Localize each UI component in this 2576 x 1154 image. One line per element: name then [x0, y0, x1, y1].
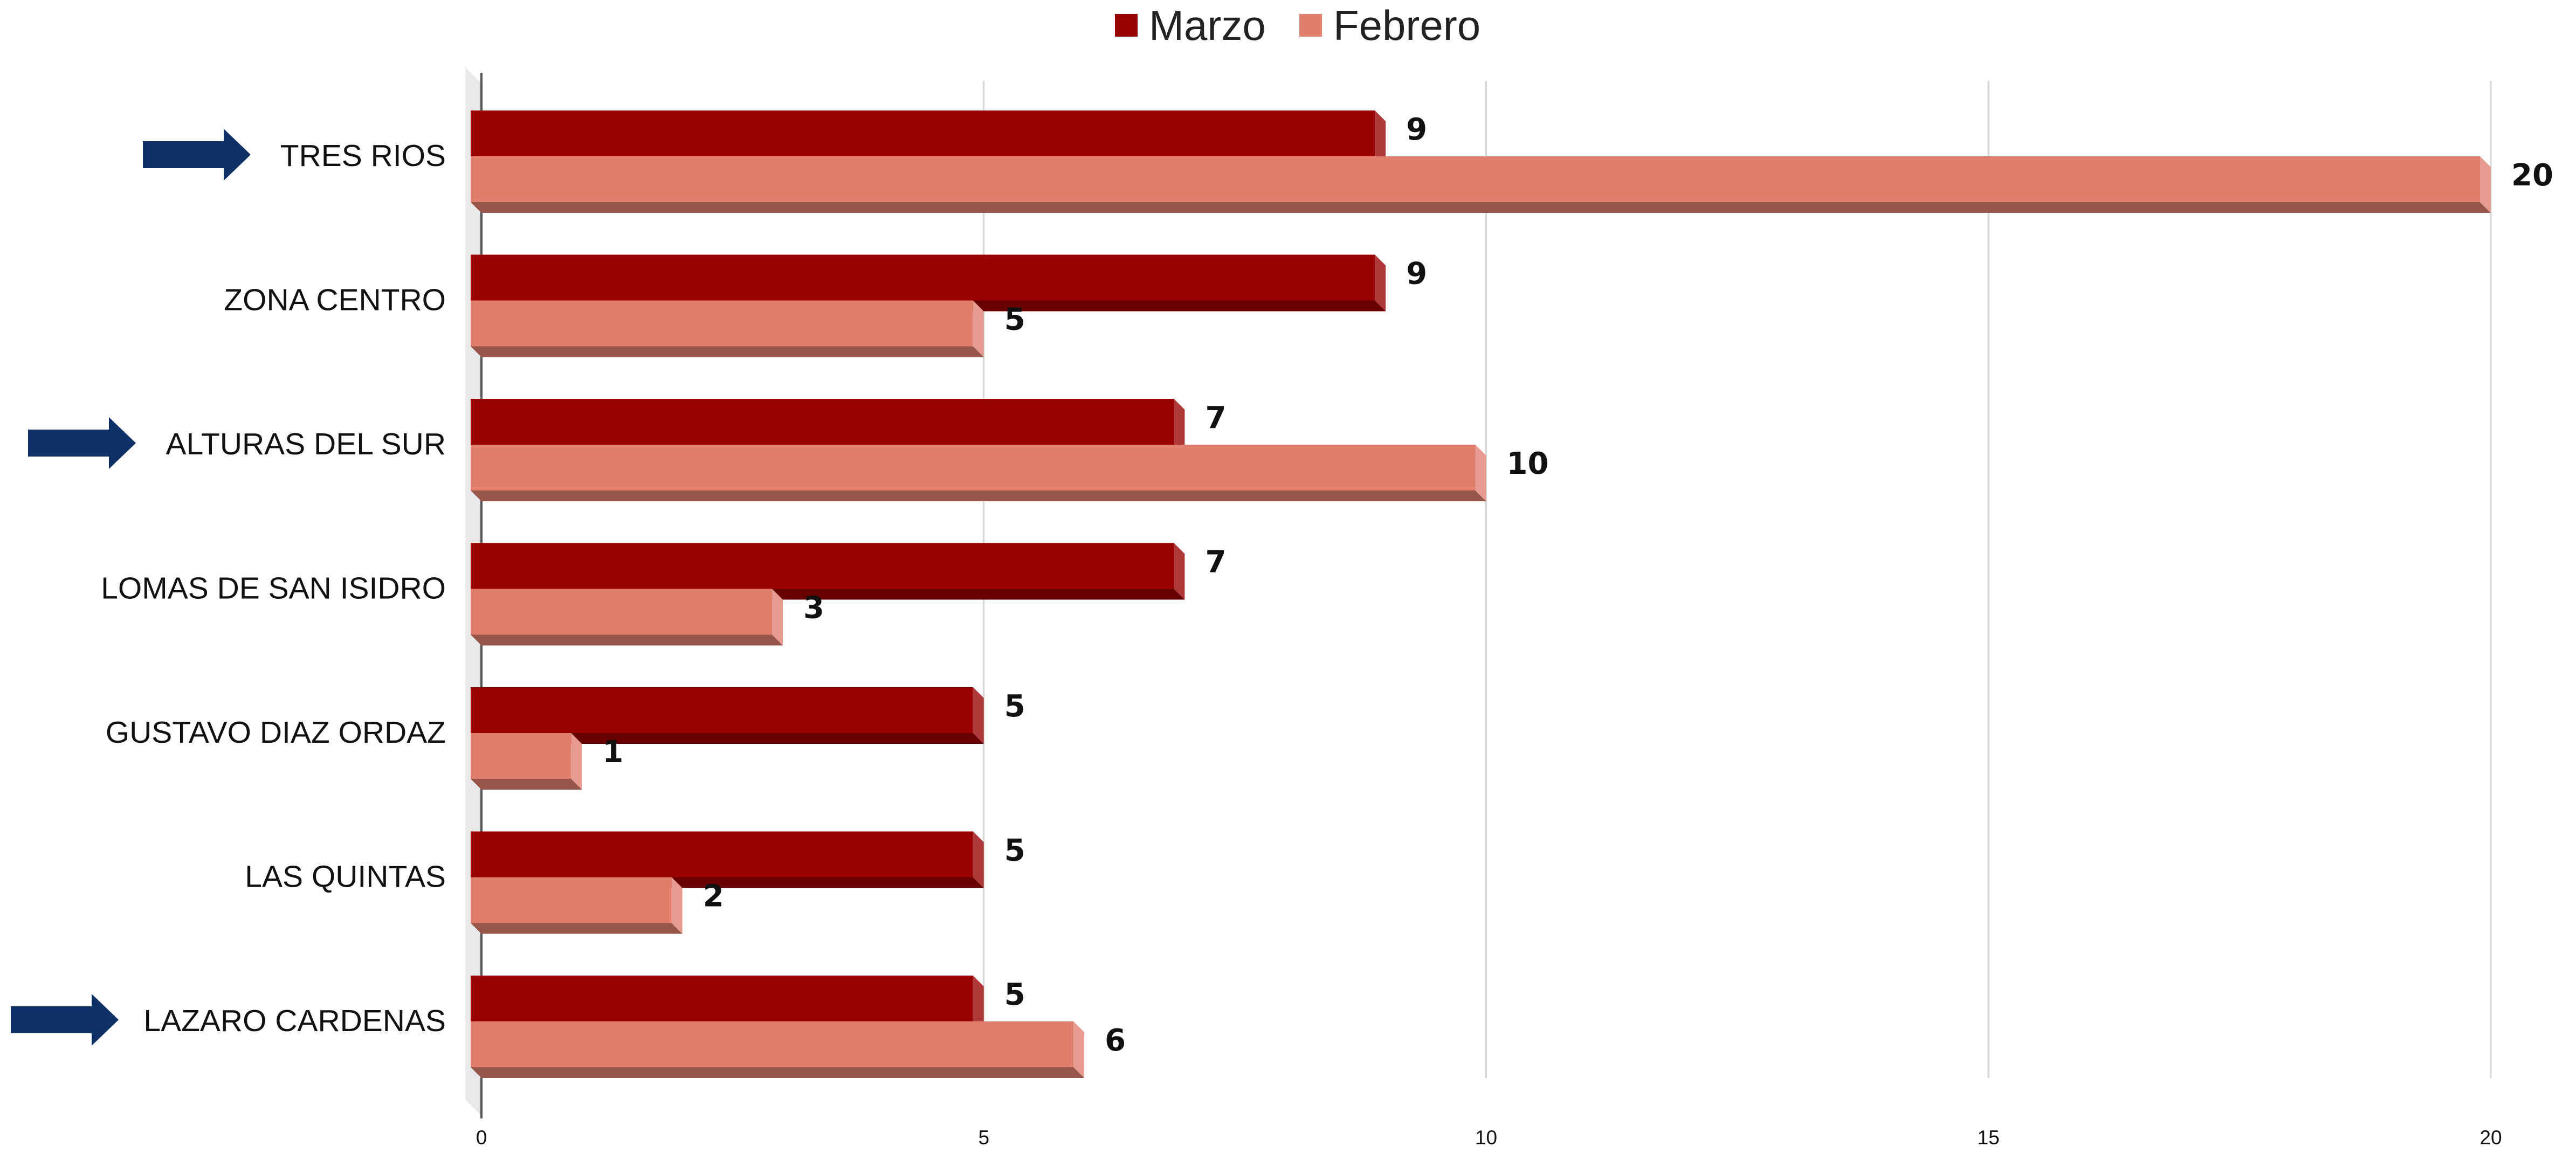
category-label-1: ZONA CENTRO — [224, 283, 446, 317]
bar-1-1 — [471, 300, 984, 357]
x-tick-label-1: 5 — [978, 1127, 989, 1149]
bar-0-4 — [471, 687, 984, 744]
category-labels: TRES RIOS ZONA CENTRO ALTURAS DEL SUR LOMAS… — [101, 139, 446, 1038]
data-label-1-5: 2 — [703, 879, 724, 914]
data-label-0-1: 9 — [1406, 257, 1427, 292]
legend-label-0: Marzo — [1149, 2, 1266, 49]
category-label-4: GUSTAVO DIAZ ORDAZ — [106, 715, 446, 750]
data-label-0-0: 9 — [1406, 112, 1427, 147]
bar-1-4 — [471, 733, 582, 790]
data-label-0-4: 5 — [1004, 689, 1025, 724]
data-label-1-1: 5 — [1004, 302, 1025, 337]
x-tick-labels: 0 5 10 15 20 — [476, 1127, 2502, 1149]
data-label-1-6: 6 — [1105, 1023, 1126, 1058]
data-label-0-5: 5 — [1004, 833, 1025, 868]
x-tick-label-4: 20 — [2479, 1127, 2502, 1149]
bar-1-2 — [471, 445, 1486, 501]
data-label-0-3: 7 — [1205, 545, 1226, 580]
category-label-3: LOMAS DE SAN ISIDRO — [101, 571, 446, 606]
data-label-1-2: 10 — [1507, 446, 1549, 481]
bars — [471, 110, 2491, 1078]
legend-label-1: Febrero — [1333, 2, 1480, 49]
legend-swatch-0 — [1115, 14, 1138, 37]
category-label-2: ALTURAS DEL SUR — [166, 427, 446, 461]
bar-1-3 — [471, 589, 783, 646]
bar-1-0 — [471, 156, 2491, 213]
arrow-right-icon — [143, 129, 251, 181]
arrow-right-icon — [28, 417, 136, 469]
data-label-0-2: 7 — [1205, 400, 1226, 436]
data-label-1-0: 20 — [2511, 158, 2553, 193]
data-label-0-6: 5 — [1004, 977, 1025, 1012]
arrow-right-icon — [11, 994, 119, 1046]
data-label-1-3: 3 — [803, 591, 824, 626]
category-label-6: LAZARO CARDENAS — [143, 1004, 446, 1038]
data-label-1-4: 1 — [602, 735, 623, 770]
category-label-0: TRES RIOS — [280, 139, 446, 173]
bar-1-5 — [471, 877, 683, 934]
highlight-arrows — [11, 129, 251, 1046]
x-tick-label-0: 0 — [476, 1127, 487, 1149]
legend: Marzo Febrero — [1115, 2, 1480, 49]
x-tick-label-2: 10 — [1475, 1127, 1497, 1149]
legend-swatch-1 — [1299, 14, 1322, 37]
x-tick-label-3: 15 — [1978, 1127, 2000, 1149]
category-label-5: LAS QUINTAS — [245, 860, 446, 894]
bar-1-6 — [471, 1021, 1085, 1078]
bar-0-5 — [471, 831, 984, 888]
data-labels: 9 20 9 5 7 10 7 3 5 1 5 2 5 6 — [602, 112, 2553, 1058]
